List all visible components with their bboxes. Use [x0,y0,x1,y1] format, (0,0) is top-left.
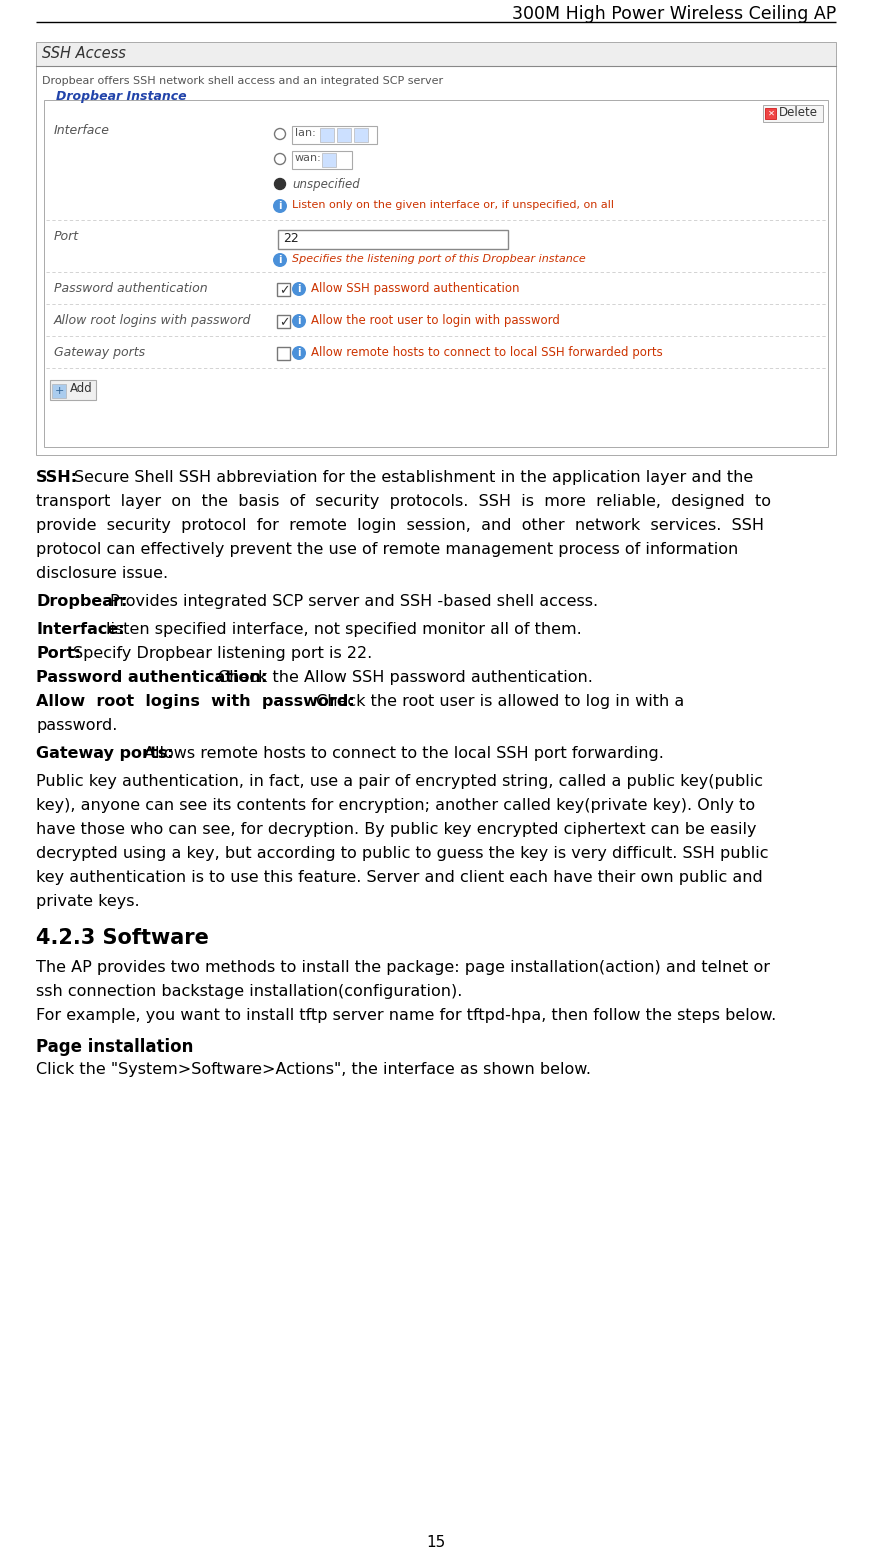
Bar [277,282,290,296]
Text: 300M High Power Wireless Ceiling AP: 300M High Power Wireless Ceiling AP [512,5,836,23]
Text: ✕: ✕ [767,109,774,118]
Text: Gateway ports: Gateway ports [54,346,145,359]
Text: Check the root user is allowed to log in with a: Check the root user is allowed to log in… [311,694,685,709]
Text: Password authentication: Password authentication [54,282,208,295]
Text: Add: Add [70,382,92,396]
Circle shape [275,154,285,165]
Text: Allow root logins with password: Allow root logins with password [54,314,251,327]
Text: Allow SSH password authentication: Allow SSH password authentication [311,282,520,295]
Text: Dropbear:: Dropbear: [36,594,127,608]
Text: lan:: lan: [295,127,316,138]
Bar [292,151,352,169]
Text: ✓: ✓ [279,284,290,296]
Text: +: + [54,386,64,396]
Circle shape [292,282,306,296]
Text: transport  layer  on  the  basis  of  security  protocols.  SSH  is  more  relia: transport layer on the basis of security… [36,494,771,509]
Circle shape [275,178,285,189]
Bar [322,154,336,168]
Text: 22: 22 [283,231,299,245]
Text: Delete: Delete [779,107,818,120]
Text: password.: password. [36,719,118,733]
Text: Page installation: Page installation [36,1038,194,1055]
Text: i: i [297,284,301,293]
Text: Public key authentication, in fact, use a pair of encrypted string, called a pub: Public key authentication, in fact, use … [36,774,763,788]
Text: Specifies the listening port of this Dropbear instance: Specifies the listening port of this Dro… [292,255,586,264]
Text: Allow  root  logins  with  password:: Allow root logins with password: [36,694,355,709]
Text: Interface: Interface [54,124,110,137]
Text: protocol can effectively prevent the use of remote management process of informa: protocol can effectively prevent the use… [36,542,739,557]
Text: Port:: Port: [36,646,81,661]
Text: i: i [297,348,301,359]
Text: The AP provides two methods to install the package: page installation(action) an: The AP provides two methods to install t… [36,961,770,975]
Bar [337,127,351,141]
Text: private keys.: private keys. [36,894,140,909]
Text: ssh connection backstage installation(configuration).: ssh connection backstage installation(co… [36,984,462,999]
Text: For example, you want to install tftp server name for tftpd-hpa, then follow the: For example, you want to install tftp se… [36,1007,776,1023]
Text: Password authentication:: Password authentication: [36,670,268,684]
Text: have those who can see, for decryption. By public key encrypted ciphertext can b: have those who can see, for decryption. … [36,823,757,837]
Text: i: i [278,255,282,265]
Bar [763,106,823,123]
Text: Click the "System>Software>Actions", the interface as shown below.: Click the "System>Software>Actions", the… [36,1062,591,1077]
Bar [277,348,290,360]
Text: Allow the root user to login with password: Allow the root user to login with passwo… [311,314,560,327]
Circle shape [273,253,287,267]
Bar [320,127,334,141]
Text: key authentication is to use this feature. Server and client each have their own: key authentication is to use this featur… [36,871,763,885]
Text: Port: Port [54,230,79,244]
Text: Specify Dropbear listening port is 22.: Specify Dropbear listening port is 22. [73,646,372,661]
Text: SSH:: SSH: [36,470,78,484]
Bar [292,126,377,144]
Text: disclosure issue.: disclosure issue. [36,566,168,580]
Text: Allows remote hosts to connect to the local SSH port forwarding.: Allows remote hosts to connect to the lo… [144,747,664,760]
Bar [765,109,776,120]
Text: Provides integrated SCP server and SSH -based shell access.: Provides integrated SCP server and SSH -… [110,594,598,608]
Text: Dropbear offers SSH network shell access and an integrated SCP server: Dropbear offers SSH network shell access… [42,76,443,85]
Text: i: i [297,317,301,326]
Text: 4.2.3 Software: 4.2.3 Software [36,928,209,948]
Text: provide  security  protocol  for  remote  login  session,  and  other  network  : provide security protocol for remote log… [36,518,764,532]
Text: Secure Shell SSH abbreviation for the establishment in the application layer and: Secure Shell SSH abbreviation for the es… [74,470,753,484]
Bar [354,127,368,141]
Text: i: i [278,202,282,211]
Circle shape [275,129,285,140]
Text: Interface:: Interface: [36,622,125,636]
Text: Check the Allow SSH password authentication.: Check the Allow SSH password authenticat… [218,670,593,684]
Text: Listen only on the given interface or, if unspecified, on all: Listen only on the given interface or, i… [292,200,614,210]
Text: Dropbear Instance: Dropbear Instance [56,90,187,102]
Bar [44,99,828,447]
Text: Gateway ports:: Gateway ports: [36,747,174,760]
Text: SSH Access: SSH Access [42,47,126,61]
Circle shape [292,314,306,327]
Bar [36,42,836,67]
Bar [52,383,66,397]
Bar [277,315,290,327]
Bar [278,230,508,248]
Text: ✓: ✓ [279,317,290,329]
Text: Allow remote hosts to connect to local SSH forwarded ports: Allow remote hosts to connect to local S… [311,346,663,359]
Circle shape [273,199,287,213]
Text: wan:: wan: [295,154,322,163]
Text: unspecified: unspecified [292,178,360,191]
Bar [50,380,96,400]
Text: decrypted using a key, but according to public to guess the key is very difficul: decrypted using a key, but according to … [36,846,768,861]
Circle shape [292,346,306,360]
Text: 15: 15 [426,1535,446,1550]
Bar [36,67,836,455]
Text: key), anyone can see its contents for encryption; another called key(private key: key), anyone can see its contents for en… [36,798,755,813]
Text: listen specified interface, not specified monitor all of them.: listen specified interface, not specifie… [106,622,582,636]
